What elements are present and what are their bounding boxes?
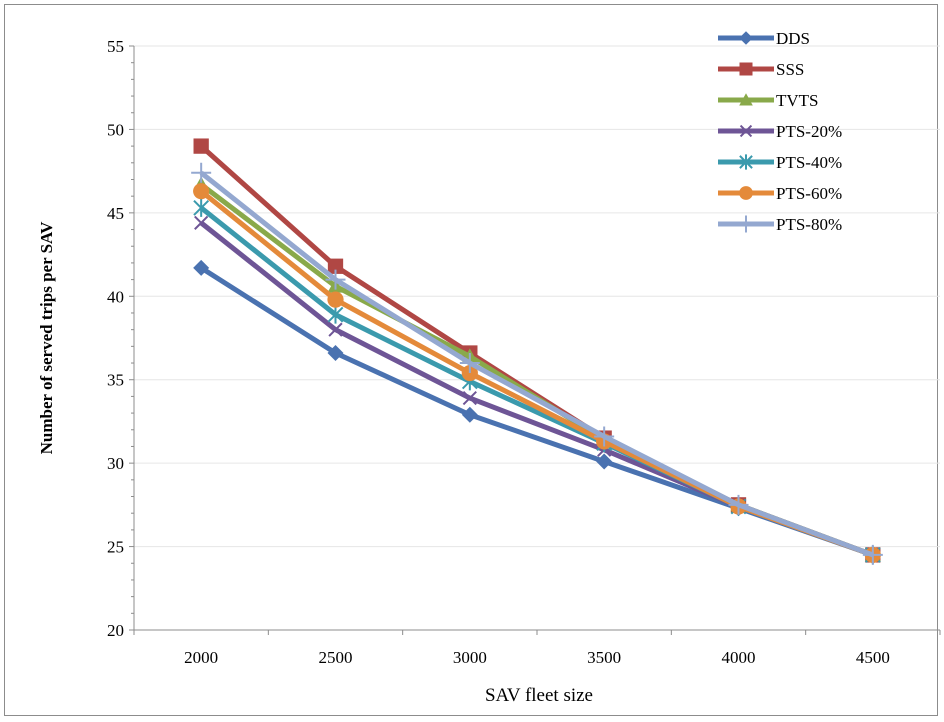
data-point <box>728 494 749 515</box>
data-point <box>461 406 478 423</box>
data-point <box>459 353 480 374</box>
legend-marker <box>739 62 753 76</box>
x-tick-labels: 2000 2500 3000 3500 4000 4500 <box>184 648 890 667</box>
data-point <box>193 198 210 217</box>
x-tick-label: 2500 <box>319 648 353 667</box>
data-point <box>327 345 344 362</box>
legend-entry: PTS-80% <box>718 215 842 234</box>
legend-marker <box>737 215 755 233</box>
series-line <box>199 182 874 558</box>
y-axis-title: Number of served trips per SAV <box>37 221 56 455</box>
y-tick-label: 40 <box>107 287 124 306</box>
legend: DDS SSS TVTS PTS-20% PTS-40% PTS-60% PTS-80% <box>718 29 842 234</box>
y-tick-label: 35 <box>107 371 124 390</box>
legend-label: PTS-60% <box>776 184 842 203</box>
legend-entry: SSS <box>718 60 804 79</box>
legend-label: SSS <box>776 60 804 79</box>
legend-label: PTS-40% <box>776 153 842 172</box>
y-tick-labels: 20 25 30 35 40 45 50 55 <box>107 37 124 640</box>
data-point <box>461 364 478 382</box>
x-tick-label: 4500 <box>856 648 890 667</box>
series-line <box>199 189 874 558</box>
legend-marker <box>739 93 753 106</box>
data-point <box>862 544 883 565</box>
legend-entry: PTS-60% <box>718 184 842 203</box>
series-line <box>199 170 874 558</box>
x-tick-label: 3000 <box>453 648 487 667</box>
legend-label: PTS-80% <box>776 215 842 234</box>
data-point <box>462 390 477 406</box>
legend-marker <box>739 124 753 138</box>
data-point <box>191 162 212 183</box>
legend-marker <box>739 31 753 45</box>
data-point <box>327 305 344 324</box>
y-tick-label: 45 <box>107 204 124 223</box>
y-tick-label: 50 <box>107 120 124 139</box>
x-tick-label: 2000 <box>184 648 218 667</box>
y-tick-label: 55 <box>107 37 124 56</box>
x-axis-title: SAV fleet size <box>485 685 593 706</box>
legend-entry: PTS-20% <box>718 122 842 141</box>
data-point <box>327 291 344 308</box>
legend-label: TVTS <box>776 91 819 110</box>
data-point <box>193 183 210 200</box>
legend-label: PTS-20% <box>776 122 842 141</box>
data-point <box>194 215 209 230</box>
x-tick-label: 3500 <box>587 648 621 667</box>
y-tick-label: 25 <box>107 538 124 557</box>
data-point <box>596 453 613 470</box>
legend-marker <box>739 186 753 200</box>
series-line <box>199 144 874 558</box>
data-point <box>594 426 615 447</box>
y-tick-label: 30 <box>107 454 124 473</box>
gridlines <box>134 45 940 548</box>
series-pts-60- <box>193 183 881 564</box>
legend-entry: PTS-40% <box>718 153 842 172</box>
data-point <box>327 258 344 274</box>
series-pts-80- <box>191 162 883 565</box>
data-point <box>193 138 209 154</box>
data-point <box>328 322 343 337</box>
data-point <box>325 269 346 290</box>
series-pts-40- <box>193 198 881 564</box>
legend-entry: DDS <box>718 29 810 48</box>
x-tick-label: 4000 <box>722 648 756 667</box>
legend-marker <box>739 154 753 170</box>
legend-entry: TVTS <box>718 91 819 110</box>
y-tick-label: 20 <box>107 621 124 640</box>
series-group <box>191 138 883 565</box>
data-point <box>193 259 210 276</box>
axes <box>129 45 941 635</box>
legend-label: DDS <box>776 29 810 48</box>
